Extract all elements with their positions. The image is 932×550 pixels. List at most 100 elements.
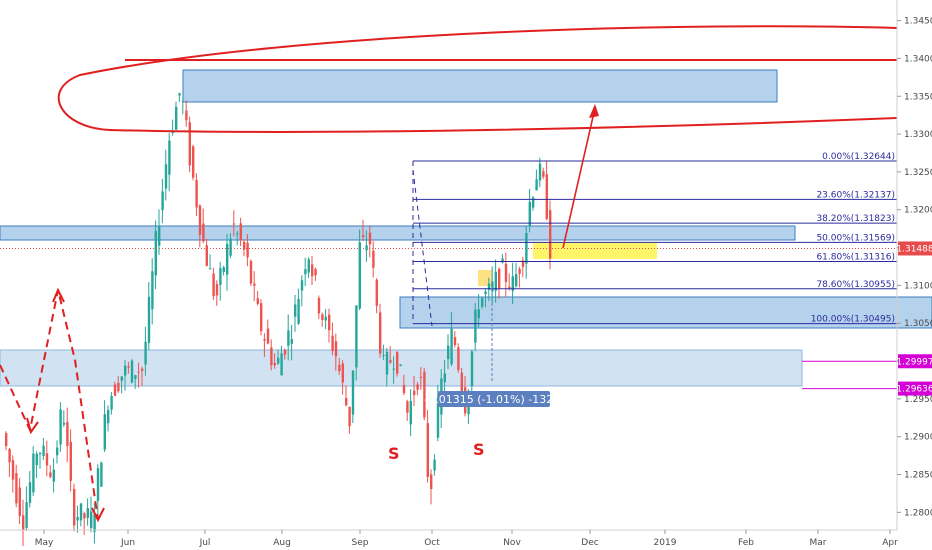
price-tick-label: 1.33500	[904, 92, 932, 102]
candle-body	[66, 421, 69, 447]
candle-body	[141, 368, 144, 371]
candlestick-series	[5, 92, 552, 546]
time-tick-label: Sep	[352, 538, 369, 548]
candle-body	[42, 445, 45, 457]
projection-arrow[interactable]	[562, 107, 596, 249]
time-tick-label: Jun	[120, 538, 135, 548]
fibonacci-retracement[interactable]: 0.00%(1.32644) 23.60%(1.32137) 38.20%(1.31…	[412, 152, 897, 327]
candle-body	[304, 269, 307, 275]
pattern-annotation-s: S	[388, 444, 400, 463]
price-axis[interactable]: 1.34500 1.34000 1.33500 1.33000 1.32500 1.320…	[896, 0, 932, 530]
candle-body	[239, 223, 242, 241]
price-level-label: 1.29636	[896, 385, 932, 395]
time-tick-label: Jul	[199, 538, 211, 548]
candle-body	[45, 453, 49, 466]
candle-body	[260, 303, 263, 332]
candle-body	[83, 513, 86, 519]
candle-body	[127, 366, 130, 368]
candle-body	[73, 488, 76, 526]
candle-body	[549, 210, 552, 259]
candle-body	[351, 370, 355, 415]
candle-body	[348, 406, 351, 427]
candle-body	[345, 398, 348, 406]
current-price-badge[interactable]	[898, 241, 932, 256]
candle-body	[209, 268, 212, 270]
candle-body	[528, 201, 531, 227]
candle-body	[110, 395, 113, 410]
candle-body	[277, 357, 280, 364]
candle-body	[382, 354, 385, 357]
candle-body	[324, 316, 327, 321]
candle-body	[270, 347, 273, 366]
fib-level-label: 78.60%(1.30955)	[816, 280, 895, 290]
candle-body	[263, 339, 266, 341]
candle-body	[130, 360, 134, 383]
candle-body	[134, 375, 137, 379]
fib-level-label: 61.80%(1.31316)	[816, 252, 895, 262]
chevron-up-icon	[52, 287, 65, 303]
candle-body	[246, 242, 249, 258]
candle-body	[396, 351, 399, 374]
price-level-badge[interactable]	[898, 381, 932, 396]
candle-body	[198, 205, 202, 235]
measure-label-box[interactable]	[438, 391, 550, 407]
candle-body	[253, 283, 256, 286]
time-axis[interactable]: May Jun Jul Aug Sep Oct Nov Dec 2019 Feb Mar Apr	[0, 529, 898, 548]
candle-body	[215, 284, 219, 296]
candle-body	[453, 337, 457, 346]
candle-body	[120, 376, 123, 381]
candle-body	[334, 341, 338, 357]
fib-level-label: 50.00%(1.31569)	[816, 233, 895, 243]
price-tick-label: 1.30500	[904, 319, 932, 329]
candle-body	[266, 328, 270, 344]
candle-body	[59, 409, 62, 445]
price-tick-label: 1.29000	[904, 433, 932, 443]
candle-body	[117, 382, 120, 392]
target-highlight-zone	[533, 242, 657, 259]
candle-body	[413, 390, 416, 395]
candle-body	[321, 314, 324, 321]
candle-body	[287, 330, 290, 346]
trend-drawings[interactable]: S S -0.01315 (-1.01%) -132.6	[0, 25, 898, 523]
price-level-badge[interactable]	[898, 354, 932, 369]
time-tick-label: Mar	[810, 538, 827, 548]
candle-body	[195, 179, 198, 208]
candle-body	[226, 243, 229, 275]
price-tick-label: 1.32500	[904, 168, 932, 178]
candle-body	[124, 365, 127, 376]
candle-body	[107, 410, 110, 424]
candle-body	[236, 233, 239, 235]
candle-body	[28, 482, 32, 503]
candle-body	[491, 281, 494, 292]
candle-body	[212, 273, 215, 297]
candle-body	[477, 309, 480, 319]
candle-body	[358, 242, 361, 309]
candle-body	[5, 433, 8, 447]
candle-body	[229, 238, 232, 256]
candle-body	[494, 271, 497, 291]
fib-level-label: 0.00%(1.32644)	[822, 152, 895, 162]
candle-body	[423, 371, 426, 418]
time-tick-label: Nov	[503, 538, 521, 548]
candle-body	[474, 309, 477, 343]
candle-body	[56, 447, 59, 456]
candle-body	[317, 297, 321, 314]
candle-body	[542, 171, 545, 177]
candle-body	[11, 460, 15, 480]
hand-drawn-loop[interactable]	[57, 25, 898, 133]
candle-body	[368, 232, 372, 245]
dashed-projection-path[interactable]	[0, 289, 99, 521]
candle-body	[188, 122, 191, 166]
candle-body	[375, 279, 378, 306]
candle-body	[185, 110, 188, 121]
candle-body	[202, 223, 205, 242]
fib-diagonal-line	[412, 169, 433, 327]
fib-level-label: 100.00%(1.30495)	[811, 315, 895, 325]
candle-body	[137, 371, 140, 373]
supply-demand-zones	[0, 69, 932, 390]
candle-body	[341, 363, 344, 383]
candle-body	[154, 231, 157, 276]
time-tick-label: Aug	[273, 538, 291, 548]
candle-body	[416, 384, 419, 390]
